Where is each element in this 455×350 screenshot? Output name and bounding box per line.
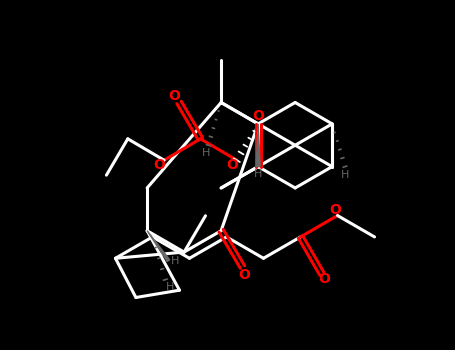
Text: O: O [153, 158, 165, 172]
Text: O: O [318, 272, 330, 286]
Text: O: O [226, 158, 238, 172]
Text: H: H [166, 282, 174, 292]
Text: O: O [238, 268, 250, 282]
Text: H: H [202, 148, 211, 158]
Text: O: O [168, 89, 180, 103]
Text: O: O [329, 203, 341, 217]
Polygon shape [147, 231, 170, 261]
Text: H: H [254, 169, 263, 178]
Text: H: H [341, 170, 349, 180]
Text: O: O [252, 109, 264, 123]
Polygon shape [256, 124, 260, 167]
Text: H: H [171, 256, 180, 266]
